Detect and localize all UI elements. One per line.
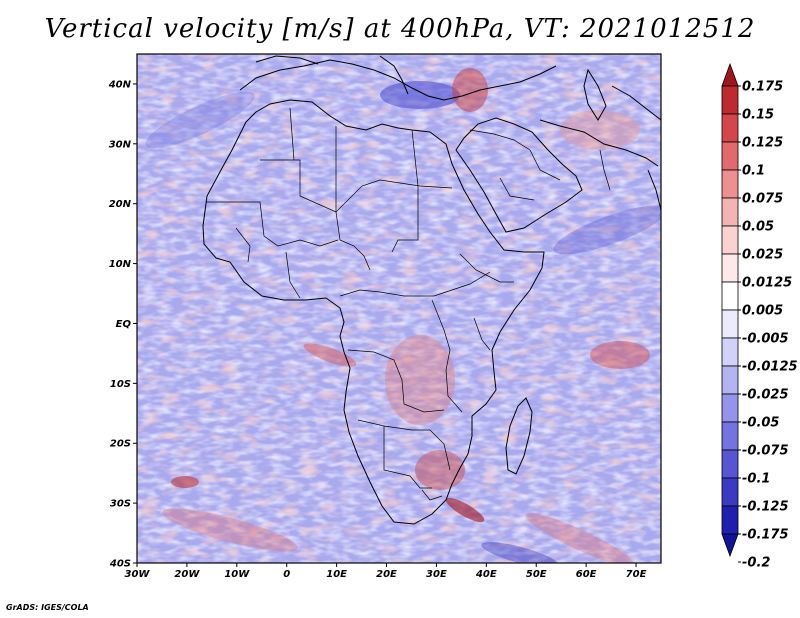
- plot-frame: [136, 53, 662, 564]
- colorbar-label: 0.15: [742, 108, 774, 123]
- credit-text: GrADS: IGES/COLA: [6, 603, 89, 612]
- colorbar-box: [721, 337, 739, 367]
- colorbar-label: 0.005: [742, 304, 783, 319]
- lon-tick-label: 30E: [426, 569, 447, 580]
- colorbar-box: [721, 421, 739, 451]
- velocity-field: [137, 54, 661, 563]
- colorbar-label: 0.175: [742, 80, 783, 95]
- colorbar-box: [721, 85, 739, 115]
- colorbar-label: -0.005: [742, 332, 789, 347]
- colorbar-box: [721, 309, 739, 339]
- lon-tick-label: 40E: [475, 569, 497, 580]
- lat-tick-label: 20N: [109, 199, 132, 210]
- lat-tick-label: 10S: [110, 379, 131, 390]
- colorbar-box: [721, 281, 739, 311]
- colorbar-box: [721, 477, 739, 507]
- colorbar-box: [721, 141, 739, 171]
- colorbar: 0.175 0.15 0.125 0.1 0.075 0.05 0.025 0.0125 0.0…: [721, 62, 798, 571]
- colorbar-label: 0.025: [742, 248, 783, 263]
- chart-title: Vertical velocity [m/s] at 400hPa, VT: 2…: [44, 14, 756, 44]
- colorbar-label: -0.125: [742, 500, 789, 515]
- latitude-axis: 40N 30N 20N 10N EQ 10S 20S 30S 40S: [108, 79, 137, 570]
- colorbar-box: [721, 393, 739, 423]
- lon-tick-label: 10E: [326, 569, 347, 580]
- colorbar-label: -0.175: [742, 528, 789, 543]
- lon-tick-label: 70E: [626, 569, 647, 580]
- lon-tick-label: 0: [283, 569, 290, 580]
- colorbar-box: [721, 169, 739, 199]
- lon-tick-label: 60E: [576, 569, 597, 580]
- colorbar-top-triangle: [721, 62, 739, 87]
- colorbar-label: -0.1: [742, 472, 770, 487]
- colorbar-label: 0.05: [742, 220, 774, 235]
- colorbar-label: -0.075: [742, 444, 789, 459]
- colorbar-box: [721, 365, 739, 395]
- lat-tick-label: 40N: [108, 79, 132, 90]
- lat-tick-label: 10N: [109, 259, 132, 270]
- lat-tick-label: 30S: [110, 499, 131, 510]
- lat-tick-label: 40S: [109, 559, 131, 570]
- colorbar-label: 0.1: [742, 164, 765, 179]
- colorbar-label: -0.2: [742, 556, 770, 571]
- colorbar-label: 0.075: [742, 192, 783, 207]
- longitude-axis: 30W 20W 10W 0 10E 20E 30E 40E 50E 60E 70E: [125, 563, 647, 580]
- lon-tick-label: 50E: [526, 569, 547, 580]
- lon-tick-label: 20E: [376, 569, 397, 580]
- lon-tick-label: 30W: [125, 569, 151, 580]
- colorbar-box: [721, 197, 739, 227]
- lon-tick-label: 20W: [174, 569, 200, 580]
- colorbar-box: [721, 505, 739, 535]
- colorbar-label: -0.025: [742, 388, 789, 403]
- colorbar-box: [721, 449, 739, 479]
- lat-tick-label: EQ: [116, 319, 132, 330]
- colorbar-label: -0.0125: [742, 360, 798, 375]
- lat-tick-label: 30N: [109, 139, 132, 150]
- country-borders: [206, 107, 611, 501]
- colorbar-box: [721, 225, 739, 255]
- colorbar-box: [721, 253, 739, 283]
- colorbar-bottom-triangle: [721, 533, 739, 558]
- colorbar-label: 0.125: [742, 136, 783, 151]
- lon-tick-label: 10W: [224, 569, 250, 580]
- colorbar-box: [721, 113, 739, 143]
- lat-tick-label: 20S: [110, 439, 131, 450]
- colorbar-label: 0.0125: [742, 276, 792, 291]
- colorbar-label: -0.05: [742, 416, 779, 431]
